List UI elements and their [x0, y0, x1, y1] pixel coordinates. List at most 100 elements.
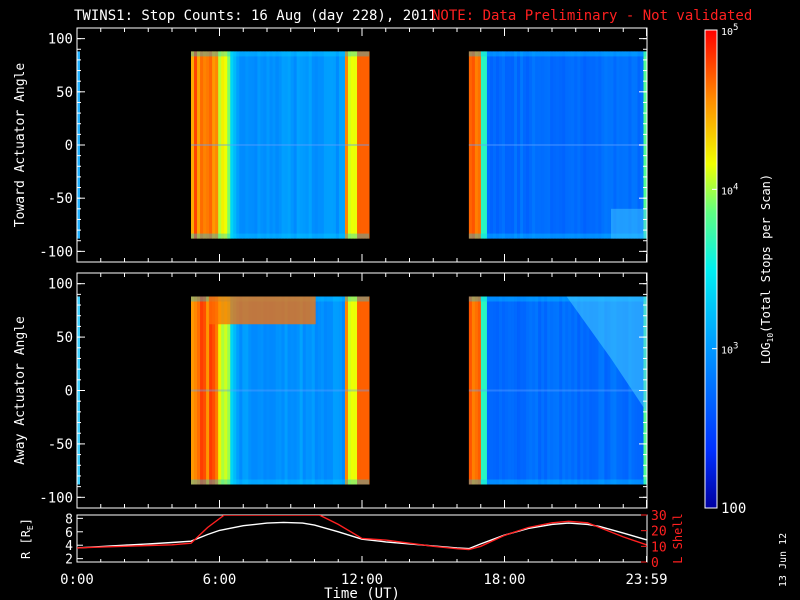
data-column [568, 296, 572, 485]
data-column [577, 296, 581, 485]
data-column [293, 51, 298, 239]
data-column [212, 51, 216, 239]
colorbar-tick-label: 100 [721, 501, 746, 517]
data-column [275, 296, 279, 485]
data-column [565, 51, 569, 239]
data-column [351, 51, 355, 239]
right-y-tick-label: 10 [651, 540, 667, 555]
data-column [556, 51, 560, 239]
data-column [589, 51, 593, 239]
data-column [200, 296, 204, 485]
data-column [526, 296, 530, 485]
data-column [326, 296, 331, 485]
colorbar-tick-label: 104 [721, 182, 738, 197]
data-column [290, 296, 295, 485]
data-column [284, 296, 289, 485]
data-column [323, 296, 328, 485]
data-column [363, 296, 367, 485]
label-subscript: E [26, 525, 35, 530]
data-column [260, 51, 264, 239]
data-column [489, 296, 494, 485]
data-column [366, 296, 370, 485]
data-column [550, 51, 554, 239]
data-column [483, 296, 488, 485]
data-column [586, 296, 590, 485]
right-y-tick-label: 20 [651, 525, 667, 540]
data-column [221, 296, 225, 485]
data-column [508, 51, 512, 239]
data-column [562, 296, 566, 485]
x-tick-label: 18:00 [483, 572, 525, 588]
data-column [619, 296, 623, 485]
data-column [622, 51, 626, 239]
data-column [592, 51, 596, 239]
data-block-2 [468, 296, 647, 485]
bottom-row-highlight [191, 479, 370, 485]
data-column [227, 51, 231, 239]
tick-exponent: 4 [733, 182, 738, 192]
data-column [218, 51, 222, 239]
data-column [290, 51, 295, 239]
data-column [517, 296, 521, 485]
data-column [574, 51, 578, 239]
right-y-axis-label: L Shell [671, 513, 685, 564]
y-tick-label: -100 [39, 244, 73, 260]
data-block-2 [468, 51, 647, 239]
data-column [293, 296, 298, 485]
preliminary-note: NOTE: Data Preliminary - Not validated [432, 8, 753, 24]
data-column [317, 51, 322, 239]
data-column [474, 51, 479, 239]
colorbar-label: LOG10(Total Stops per Scan) [759, 174, 775, 364]
data-column [236, 296, 240, 485]
data-column [308, 51, 313, 239]
data-column [571, 51, 575, 239]
data-column [589, 296, 593, 485]
y-tick-label: 100 [48, 277, 73, 293]
data-column [224, 296, 228, 485]
data-column [541, 51, 545, 239]
data-column [251, 296, 255, 485]
y-tick-label: -50 [48, 437, 73, 453]
colorbar-gradient [704, 29, 718, 509]
data-column [366, 51, 370, 239]
data-column [468, 296, 473, 485]
data-column [230, 296, 234, 485]
data-column [242, 51, 246, 239]
data-column [278, 296, 282, 485]
data-column [526, 51, 530, 239]
data-column [269, 296, 273, 485]
data-column [471, 296, 476, 485]
data-column [263, 51, 267, 239]
data-column [580, 51, 584, 239]
axis-labels: 13 Jun 12 [778, 533, 789, 587]
data-column [492, 51, 497, 239]
data-column [520, 296, 524, 485]
colorbar-tick-label: 103 [721, 342, 738, 357]
data-column [317, 296, 322, 485]
data-column [583, 51, 587, 239]
data-column [498, 296, 503, 485]
data-column [586, 51, 590, 239]
data-column [544, 51, 548, 239]
data-column [592, 296, 596, 485]
enhanced-region [610, 208, 647, 239]
data-column [495, 296, 500, 485]
data-column [505, 296, 509, 485]
data-column [559, 296, 563, 485]
data-column [535, 296, 539, 485]
data-column [471, 51, 476, 239]
data-column [628, 51, 632, 239]
data-column [529, 51, 533, 239]
data-column [257, 51, 261, 239]
y-tick-label: 50 [56, 85, 73, 101]
data-column [565, 296, 569, 485]
data-column [541, 296, 545, 485]
data-column [598, 51, 602, 239]
top-row-highlight [191, 51, 370, 57]
data-column [329, 51, 334, 239]
tick-base: 10 [721, 346, 733, 357]
data-column [523, 51, 527, 239]
data-column [314, 51, 319, 239]
l-shell-line [77, 515, 647, 551]
x-axis-label: Time (UT) [324, 586, 400, 600]
